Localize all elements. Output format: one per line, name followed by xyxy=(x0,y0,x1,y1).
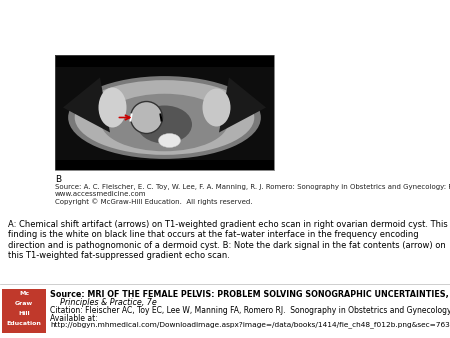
Ellipse shape xyxy=(68,76,261,159)
Text: Graw: Graw xyxy=(15,301,33,306)
Bar xyxy=(55,55,274,170)
Text: http://obgyn.mhmedical.com/Downloadimage.aspx?image=/data/books/1414/fie_ch48_f0: http://obgyn.mhmedical.com/Downloadimage… xyxy=(50,321,450,328)
Ellipse shape xyxy=(158,134,180,147)
Text: Principles & Practice, 7e: Principles & Practice, 7e xyxy=(50,298,157,307)
Bar xyxy=(55,55,274,170)
Bar xyxy=(2,289,46,333)
Text: B: B xyxy=(55,175,61,184)
Text: Source: A. C. Fleischer, E. C. Toy, W. Lee, F. A. Manning, R. J. Romero: Sonogra: Source: A. C. Fleischer, E. C. Toy, W. L… xyxy=(55,184,450,190)
Text: Mc: Mc xyxy=(19,291,29,296)
Ellipse shape xyxy=(202,89,230,126)
Text: A: Chemical shift artifact (arrows) on T1-weighted gradient echo scan in right o: A: Chemical shift artifact (arrows) on T… xyxy=(8,220,448,260)
Ellipse shape xyxy=(99,88,126,127)
Text: Education: Education xyxy=(7,321,41,326)
Ellipse shape xyxy=(137,105,192,144)
Text: Source: MRI OF THE FEMALE PELVIS: PROBLEM SOLVING SONOGRAPHIC UNCERTAINTIES,: Source: MRI OF THE FEMALE PELVIS: PROBLE… xyxy=(50,290,450,299)
Ellipse shape xyxy=(75,80,254,155)
Ellipse shape xyxy=(101,94,228,151)
Text: www.accessmedicine.com: www.accessmedicine.com xyxy=(55,191,147,197)
Polygon shape xyxy=(63,77,110,132)
Polygon shape xyxy=(219,77,266,132)
Bar xyxy=(55,55,274,67)
Text: Citation: Fleischer AC, Toy EC, Lee W, Manning FA, Romero RJ.  Sonography in Obs: Citation: Fleischer AC, Toy EC, Lee W, M… xyxy=(50,306,450,315)
Bar xyxy=(55,160,274,170)
Text: Hill: Hill xyxy=(18,311,30,316)
Text: Copyright © McGraw-Hill Education.  All rights reserved.: Copyright © McGraw-Hill Education. All r… xyxy=(55,198,252,205)
Text: Available at:: Available at: xyxy=(50,314,98,323)
Circle shape xyxy=(130,101,162,134)
